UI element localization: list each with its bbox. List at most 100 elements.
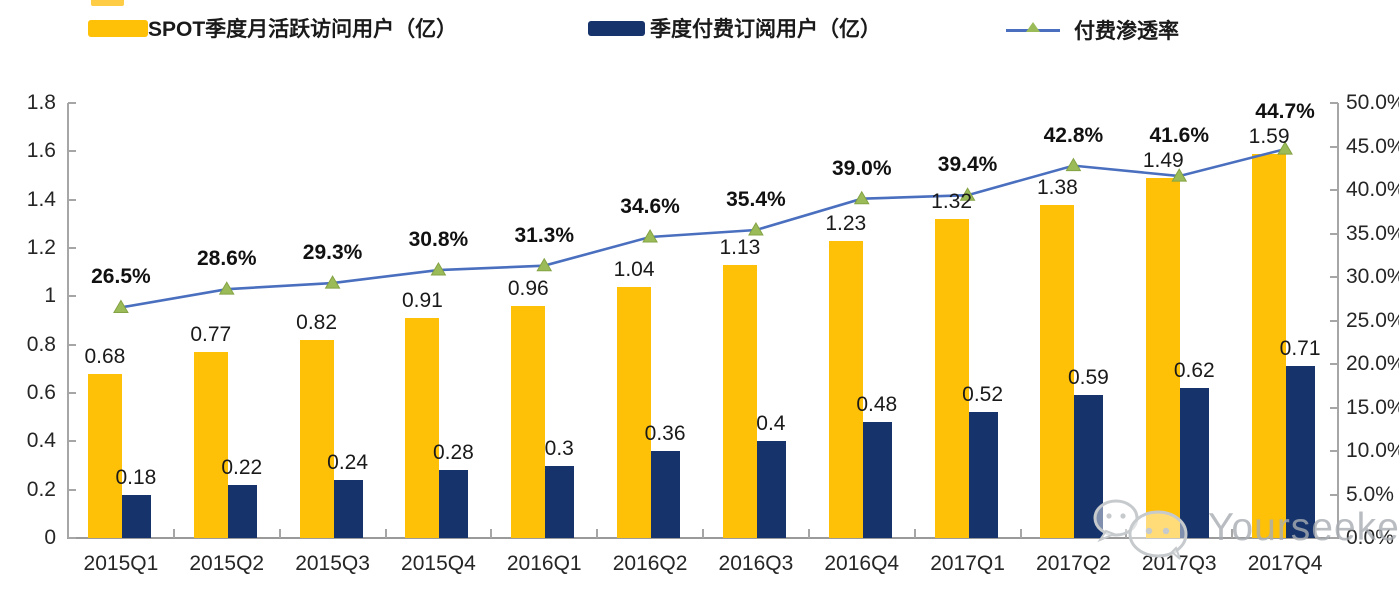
- mau-bar: [87, 373, 122, 538]
- mau-value-label: 1.32: [931, 190, 973, 213]
- subscriber-value-label: 0.48: [856, 393, 898, 416]
- subscriber-value-label: 0.59: [1067, 366, 1109, 390]
- subscriber-value-label: 0.71: [1279, 337, 1321, 361]
- x-axis-tick: [384, 529, 387, 538]
- legend-item-subscribers: 季度付费订阅用户（亿）: [588, 16, 881, 41]
- left-axis-tick: [68, 150, 76, 153]
- left-axis-line: [67, 103, 69, 539]
- mau-value-label: 1.13: [719, 235, 761, 259]
- x-axis-tick: [1337, 529, 1339, 538]
- x-axis-tick: [67, 529, 69, 538]
- penetration-value-label: 34.6%: [620, 194, 680, 218]
- subscriber-value-label: 0.4: [756, 412, 786, 436]
- subscriber-bar: [862, 422, 892, 538]
- right-axis-tick: [1330, 145, 1338, 148]
- penetration-point-marker: [430, 262, 447, 276]
- left-axis-tick-label: 0.8: [26, 332, 56, 356]
- left-axis-tick-label: 1.2: [26, 236, 56, 259]
- subscriber-bar: [1074, 395, 1104, 538]
- mau-value-label: 1.04: [613, 257, 655, 281]
- mau-value-label: 0.82: [296, 310, 338, 334]
- penetration-value-label: 42.8%: [1043, 123, 1104, 147]
- mau-value-label: 1.59: [1248, 124, 1290, 148]
- x-axis-tick: [1019, 529, 1022, 538]
- mau-value-label: 1.49: [1142, 148, 1184, 172]
- left-axis-tick-label: 0.6: [26, 381, 56, 404]
- penetration-point-marker: [642, 228, 658, 243]
- right-axis-tick: [1330, 363, 1338, 365]
- right-axis-tick: [1330, 406, 1338, 409]
- left-axis-tick-label: 1.4: [26, 187, 56, 211]
- x-axis-category-label: 2016Q4: [824, 552, 900, 575]
- x-axis-tick: [490, 529, 493, 538]
- subscriber-bar: [651, 451, 681, 538]
- subscriber-value-label: 0.62: [1173, 359, 1215, 383]
- left-axis-tick: [68, 537, 76, 539]
- x-axis-category-label: 2015Q4: [401, 552, 476, 575]
- penetration-value-label: 39.0%: [831, 156, 892, 180]
- subscriber-bar: [1180, 388, 1210, 538]
- x-axis-tick: [1231, 529, 1234, 538]
- x-axis-category-label: 2017Q4: [1247, 552, 1323, 575]
- x-axis-category-label: 2017Q1: [930, 552, 1005, 575]
- right-axis-tick-label: 0.0%: [1346, 526, 1394, 549]
- left-axis-tick-label: 1: [44, 284, 56, 308]
- cropped-bar-artifact: [91, 0, 124, 6]
- right-axis-tick-label: 45.0%: [1346, 134, 1399, 158]
- mau-bar: [934, 219, 969, 538]
- left-axis-tick-label: 0.2: [26, 477, 56, 501]
- right-axis-tick: [1330, 319, 1338, 322]
- right-axis-tick: [1330, 493, 1338, 496]
- right-axis-line: [1337, 103, 1339, 539]
- penetration-point-marker: [113, 299, 129, 313]
- left-axis-tick-label: 1.6: [26, 139, 56, 163]
- penetration-point-marker: [218, 281, 235, 295]
- penetration-value-label: 39.4%: [937, 153, 998, 177]
- subscriber-bar: [227, 484, 257, 538]
- right-axis-tick: [1330, 450, 1338, 452]
- subscriber-bar: [756, 441, 786, 538]
- left-axis-tick-label: 0: [44, 526, 56, 549]
- right-axis-tick-label: 5.0%: [1346, 482, 1394, 506]
- subscriber-bar: [545, 465, 575, 538]
- x-axis-category-label: 2016Q1: [506, 552, 582, 575]
- left-axis-tick: [68, 392, 76, 394]
- subscriber-value-label: 0.28: [432, 441, 474, 465]
- penetration-value-label: 26.5%: [91, 265, 151, 289]
- x-axis-category-label: 2017Q3: [1141, 552, 1217, 575]
- right-axis-tick-label: 50.0%: [1346, 91, 1399, 114]
- subscriber-bar: [121, 494, 151, 538]
- left-axis-tick: [68, 198, 76, 201]
- subscriber-value-label: 0.24: [327, 451, 369, 474]
- left-axis-tick: [68, 343, 76, 346]
- mau-value-label: 1.38: [1036, 175, 1078, 199]
- penetration-value-label: 41.6%: [1149, 123, 1210, 147]
- left-axis-tick: [68, 102, 76, 104]
- triangle-marker-icon: [1026, 21, 1040, 32]
- subscriber-value-label: 0.36: [644, 422, 686, 445]
- penetration-line: [120, 147, 1286, 309]
- subscriber-bar: [1286, 366, 1316, 538]
- mau-value-label: 0.91: [401, 289, 443, 313]
- subscriber-bar: [968, 412, 998, 538]
- mau-series-swatch: [88, 19, 148, 37]
- x-axis-tick: [278, 529, 281, 538]
- left-axis-tick: [68, 488, 76, 491]
- x-axis-category-label: 2015Q3: [295, 552, 370, 575]
- x-axis-category-label: 2016Q3: [718, 552, 794, 575]
- mau-bar: [299, 339, 334, 538]
- subscriber-value-label: 0.52: [962, 383, 1004, 407]
- mau-value-label: 0.96: [507, 277, 549, 300]
- bottom-axis-line: [67, 537, 1339, 539]
- legend-item-penetration: 付费渗透率: [1006, 18, 1179, 43]
- mau-bar: [193, 351, 228, 538]
- x-axis-tick: [807, 529, 810, 538]
- subscriber-bar: [439, 470, 469, 538]
- subscriber-value-label: 0.3: [544, 436, 574, 460]
- right-axis-tick: [1330, 537, 1338, 539]
- penetration-series-swatch: [1006, 21, 1060, 32]
- mau-value-label: 0.77: [190, 322, 232, 346]
- mau-bar: [828, 240, 863, 538]
- left-axis-tick: [68, 247, 76, 249]
